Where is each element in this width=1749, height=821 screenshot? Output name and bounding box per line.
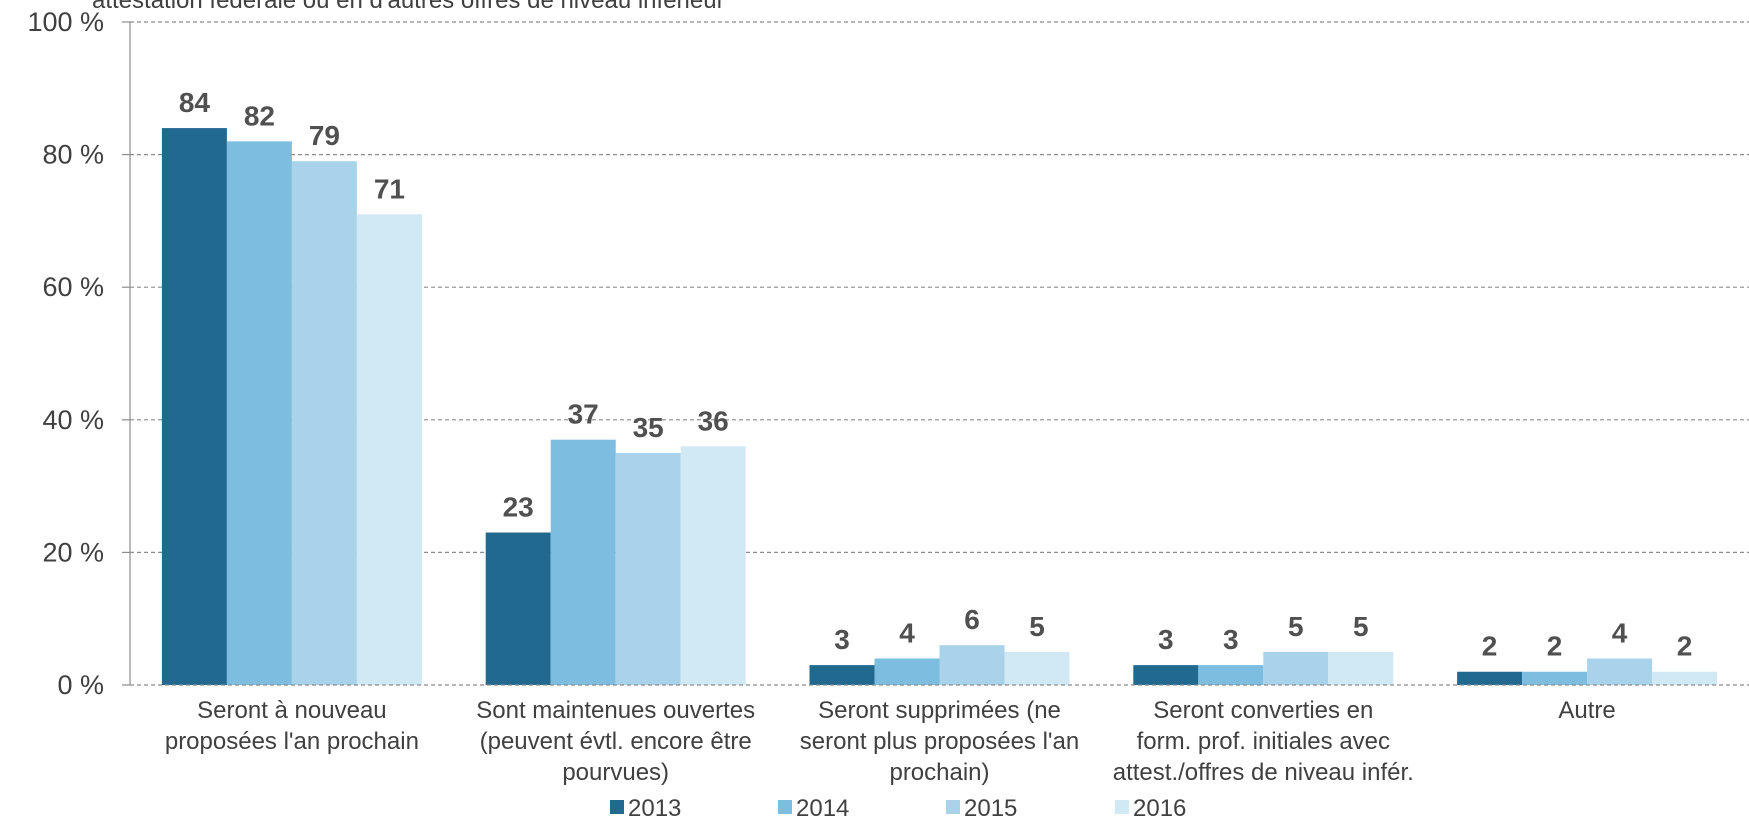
bar [809, 665, 875, 685]
data-label: 3 [1158, 624, 1174, 655]
legend-swatch [946, 800, 960, 814]
bar [1198, 665, 1264, 685]
data-label: 3 [834, 624, 850, 655]
x-category-label: Sont maintenues ouvertes (peuvent évtl. e… [476, 697, 755, 786]
x-category-label-line: form. prof. initiales avec [1137, 728, 1390, 755]
data-label: 2 [1677, 631, 1693, 662]
x-category-label-line: Seront supprimées (ne [818, 697, 1061, 724]
chart-subtitle: attestation fédérale ou en d'autres offr… [92, 0, 725, 14]
x-category-label: Autre [1558, 697, 1615, 724]
data-label: 23 [503, 492, 534, 523]
bar [939, 645, 1005, 685]
bar [1652, 671, 1718, 685]
data-label: 4 [899, 617, 915, 648]
bar [226, 141, 292, 686]
data-label: 3 [1223, 624, 1239, 655]
legend-swatch [610, 800, 624, 814]
legend-swatch [1115, 800, 1129, 814]
x-category-label-line: attest./offres de niveau infér. [1113, 759, 1414, 786]
bar [615, 452, 681, 685]
data-label: 82 [244, 100, 275, 131]
bar [680, 446, 746, 685]
legend-label: 2013 [628, 795, 681, 821]
x-category-label-line: Seront converties en [1153, 697, 1373, 724]
bar [1133, 665, 1199, 685]
data-label: 6 [964, 604, 980, 635]
bar [1587, 658, 1653, 685]
y-tick-label: 40 % [42, 405, 104, 435]
x-category-label: Seront à nouveau proposées l'an prochain [165, 697, 419, 755]
x-category-label-line: pourvues) [562, 759, 669, 786]
y-axis: 0 % 20 % 40 % 60 % 80 % 100 % [27, 7, 131, 700]
x-category-label-line: proposées l'an prochain [165, 728, 419, 755]
legend-swatch [778, 800, 792, 814]
legend-label: 2014 [796, 795, 849, 821]
x-axis: Seront à nouveau proposées l'an prochainS… [130, 684, 1749, 786]
x-category-label-line: (peuvent évtl. encore être [480, 728, 752, 755]
data-label: 35 [633, 412, 664, 443]
data-label: 79 [309, 120, 340, 151]
x-category-label-line: prochain) [889, 759, 989, 786]
bar [1263, 651, 1329, 685]
bar [1328, 651, 1394, 685]
bar [161, 128, 227, 685]
bar [291, 161, 357, 686]
legend-label: 2015 [964, 795, 1017, 821]
y-tick-label: 20 % [42, 537, 104, 567]
x-category-label: Seront converties en form. prof. initiale… [1113, 697, 1414, 786]
bar [1004, 651, 1070, 685]
data-label: 5 [1029, 611, 1045, 642]
bar [1522, 671, 1588, 685]
bar [874, 658, 940, 685]
y-tick-label: 60 % [42, 272, 104, 302]
bar [356, 214, 422, 685]
legend: 2013 2014 2015 2016 [610, 795, 1186, 821]
data-label: 5 [1353, 611, 1369, 642]
data-label: 84 [179, 87, 211, 118]
x-category-label-line: Sont maintenues ouvertes [476, 697, 755, 724]
bars: 84 23 3 3 2 82 37 4 3 2 79 35 6 5 4 71 36 5 5 2 [161, 87, 1718, 686]
data-label: 4 [1612, 617, 1628, 648]
y-tick-label: 80 % [42, 140, 104, 170]
x-category-label: Seront supprimées (ne seront plus proposé… [800, 697, 1079, 786]
legend-label: 2016 [1133, 795, 1186, 821]
x-category-label-line: Seront à nouveau [197, 697, 386, 724]
y-tick-label: 0 % [57, 670, 104, 700]
bar [1457, 671, 1523, 685]
data-label: 2 [1547, 631, 1563, 662]
data-label: 5 [1288, 611, 1304, 642]
bar [550, 439, 616, 685]
x-category-label-line: seront plus proposées l'an [800, 728, 1079, 755]
data-label: 2 [1482, 631, 1498, 662]
data-label: 71 [374, 173, 405, 204]
x-category-label-line: Autre [1558, 697, 1615, 724]
data-label: 37 [568, 399, 599, 430]
bar [485, 532, 551, 685]
data-label: 36 [698, 405, 729, 436]
y-tick-label: 100 % [27, 7, 104, 37]
